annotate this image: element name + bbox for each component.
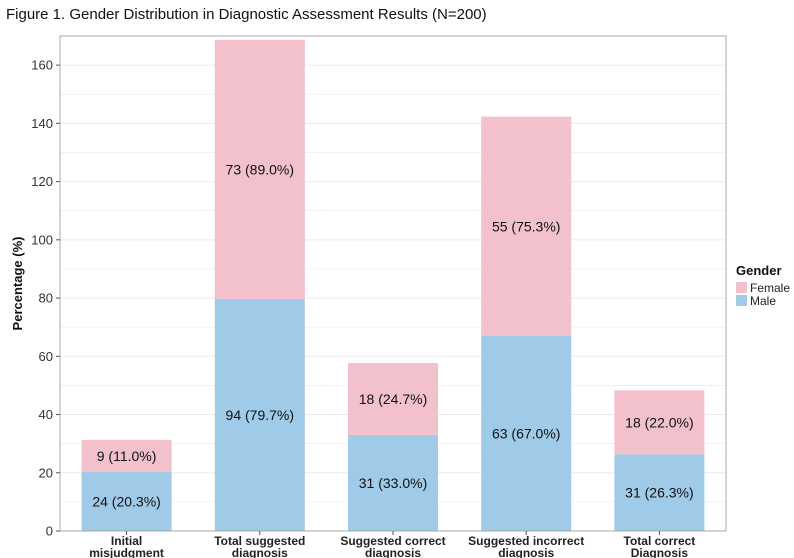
x-category-label: diagnosis [365, 546, 421, 558]
bar-value-label: 63 (67.0%) [492, 425, 560, 441]
bar-segment-female [214, 39, 305, 299]
bar-segment-female [348, 362, 438, 435]
legend-label-female: Female [750, 281, 790, 295]
y-tick-label: 20 [39, 465, 53, 480]
bar-value-label: 18 (22.0%) [625, 414, 693, 430]
y-tick-label: 60 [39, 349, 53, 364]
bar-value-label: 55 (75.3%) [492, 218, 560, 234]
x-category-label: misjudgment [89, 546, 164, 558]
x-category-label: diagnosis [232, 546, 288, 558]
y-tick-label: 120 [31, 174, 53, 189]
y-tick-label: 140 [31, 116, 53, 131]
x-category-label: Diagnosis [631, 546, 689, 558]
legend-swatch-male [736, 295, 747, 306]
y-tick-label: 160 [31, 58, 53, 73]
y-axis-title: Percentage (%) [10, 237, 25, 331]
x-category-label: Total correct [624, 534, 696, 548]
y-tick-label: 80 [39, 291, 53, 306]
bar-segment-male [214, 298, 305, 531]
figure-title: Figure 1. Gender Distribution in Diagnos… [6, 6, 487, 23]
bar-value-label: 31 (26.3%) [625, 485, 693, 501]
y-tick-label: 0 [46, 524, 53, 539]
bar-value-label: 73 (89.0%) [226, 161, 294, 177]
x-category-label: Suggested correct [340, 534, 445, 548]
x-category-label: Suggested incorrect [468, 534, 584, 548]
bar-segment-male [81, 471, 172, 531]
legend-swatch-female [736, 282, 747, 293]
bar-segment-female [481, 116, 572, 336]
bars [81, 39, 705, 531]
legend-label-male: Male [750, 294, 776, 308]
bar-segment-male [614, 454, 705, 531]
bar-value-label: 9 (11.0%) [97, 448, 157, 464]
bar-value-label: 18 (24.7%) [359, 391, 427, 407]
legend-title: Gender [736, 263, 782, 278]
bar-value-label: 31 (33.0%) [359, 475, 427, 491]
y-tick-label: 40 [39, 407, 53, 422]
bar-segment-female [81, 439, 172, 472]
bar-segment-male [481, 335, 572, 531]
y-tick-label: 100 [31, 232, 53, 247]
bar-value-label: 94 (79.7%) [226, 407, 294, 423]
bar-segment-male [348, 434, 438, 531]
x-category-label: Initial [111, 534, 142, 548]
bar-value-label: 24 (20.3%) [92, 493, 160, 509]
bar-segment-female [614, 390, 705, 455]
bar-value-labels: 24 (20.3%) 9 (11.0%) 94 (79.7%) 73 (89.0%) 3… [92, 161, 693, 509]
x-category-label: Total suggested [214, 534, 305, 548]
y-axis-ticks: 0 20 40 60 80 100 120 140 160 [31, 58, 60, 539]
x-category-label: diagnosis [498, 546, 554, 558]
